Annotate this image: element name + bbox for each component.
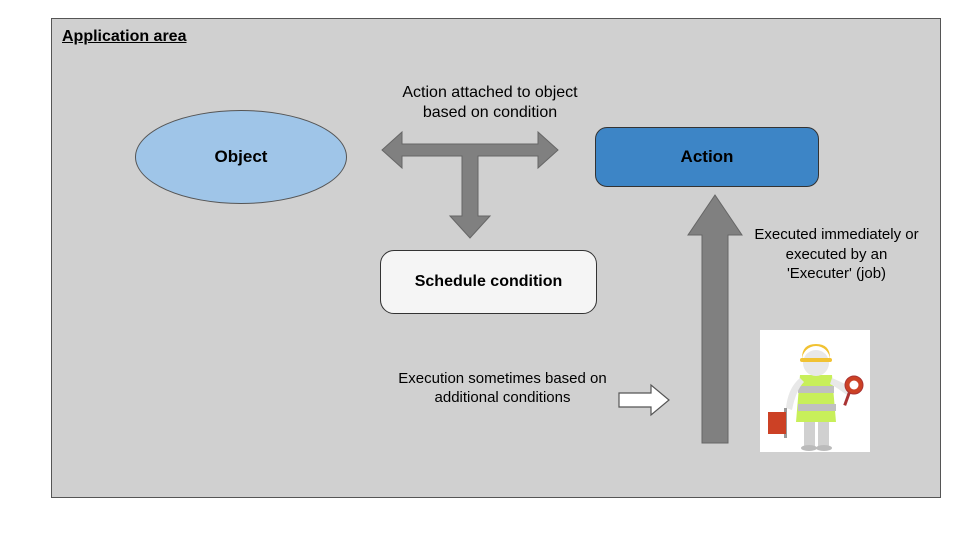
object-node: Object	[135, 110, 347, 204]
three-way-arrow-icon	[350, 130, 590, 255]
right-arrow-icon	[617, 382, 672, 418]
up-arrow-icon	[680, 195, 750, 445]
attach-label: Action attached to object based on condi…	[380, 83, 600, 123]
worker-icon	[760, 330, 870, 452]
schedule-condition-node: Schedule condition	[380, 250, 597, 314]
diagram-canvas: Application area Object Action Schedule …	[0, 0, 960, 540]
executer-label: Executed immediately or executed by an '…	[754, 225, 919, 284]
action-node: Action	[595, 127, 819, 187]
object-label: Object	[215, 147, 268, 167]
worker-svg	[760, 330, 870, 452]
exec-condition-label: Execution sometimes based on additional …	[390, 370, 615, 408]
frame-title: Application area	[62, 28, 186, 46]
action-label: Action	[681, 147, 734, 167]
schedule-label: Schedule condition	[415, 273, 563, 291]
